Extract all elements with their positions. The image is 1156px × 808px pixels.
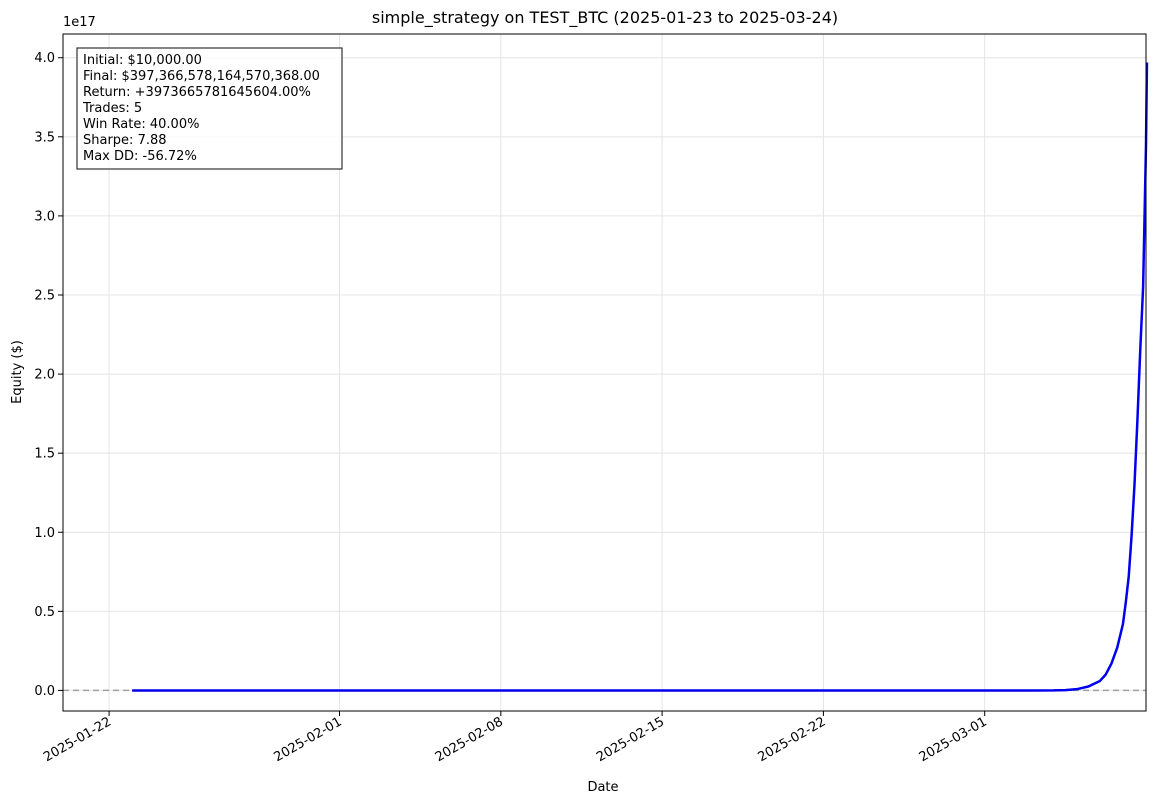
stats-trades: Trades: 5 (82, 101, 142, 116)
stats-sharpe: Sharpe: 7.88 (83, 133, 167, 148)
y-axis-label: Equity ($) (10, 340, 25, 404)
stats-max-dd: Max DD: -56.72% (83, 149, 197, 164)
stats-final: Final: $397,366,578,164,570,368.00 (83, 69, 320, 84)
equity-line (132, 62, 1149, 692)
x-axis-label: Date (587, 780, 618, 795)
y-tick-label: 2.0 (34, 368, 55, 383)
y-tick-label: 0.0 (34, 684, 55, 699)
chart-title: simple_strategy on TEST_BTC (2025-01-23 … (372, 8, 838, 28)
stats-initial: Initial: $10,000.00 (83, 53, 202, 68)
plot-frame (62, 33, 1147, 712)
y-offset-label: 1e17 (63, 15, 96, 30)
y-axis: 0.0 0.5 1.0 1.5 2.0 2.5 3.0 3.5 4.0 (34, 51, 63, 699)
y-tick-label: 4.0 (34, 51, 55, 66)
stats-return: Return: +3973665781645604.00% (83, 85, 311, 100)
y-tick-label: 0.5 (34, 605, 55, 620)
y-tick-label: 2.5 (34, 288, 55, 303)
stats-win-rate: Win Rate: 40.00% (83, 117, 199, 132)
y-tick-label: 3.5 (34, 130, 55, 145)
y-tick-label: 1.0 (34, 526, 55, 541)
y-tick-label: 3.0 (34, 209, 55, 224)
stats-box: Initial: $10,000.00 Final: $397,366,578,… (76, 47, 343, 170)
y-tick-label: 1.5 (34, 447, 55, 462)
